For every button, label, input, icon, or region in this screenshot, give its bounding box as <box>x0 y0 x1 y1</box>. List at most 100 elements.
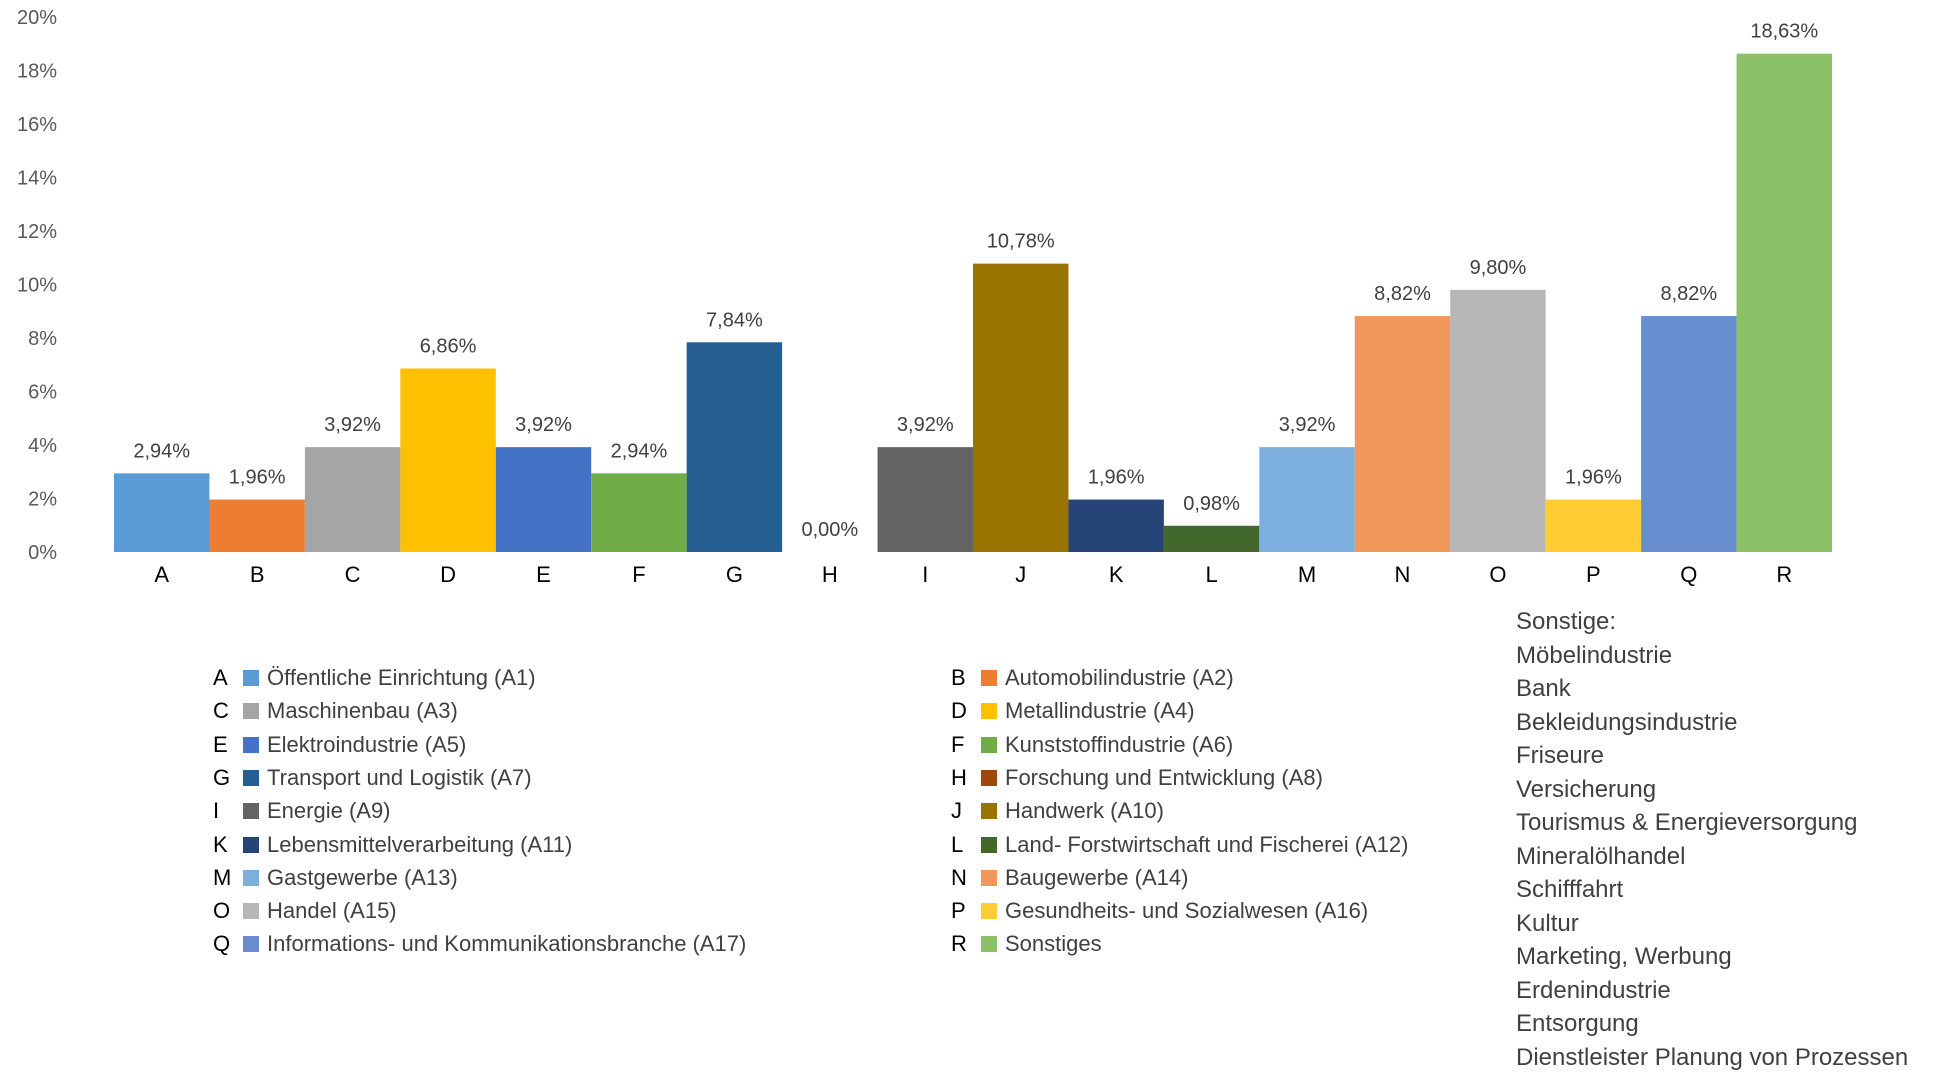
bar-e <box>496 447 591 552</box>
legend-swatch <box>981 670 997 686</box>
legend-item-m: M Gastgewerbe (A13) <box>213 864 458 892</box>
legend-swatch <box>981 870 997 886</box>
legend-label: Energie (A9) <box>267 798 391 824</box>
sonstige-item: Erdenindustrie <box>1516 974 1908 1008</box>
legend-letter: I <box>213 798 243 824</box>
legend-label: Öffentliche Einrichtung (A1) <box>267 665 536 691</box>
y-tick-label: 16% <box>17 114 57 136</box>
legend-letter: G <box>213 765 243 791</box>
x-tick-label: P <box>1586 562 1601 587</box>
sonstige-item: Marketing, Werbung <box>1516 940 1908 974</box>
x-tick-label: J <box>1015 562 1026 587</box>
legend-swatch <box>243 770 259 786</box>
data-label: 2,94% <box>611 440 668 462</box>
sonstige-item: Versicherung <box>1516 773 1908 807</box>
data-label: 2,94% <box>133 440 190 462</box>
legend-label: Lebensmittelverarbeitung (A11) <box>267 832 572 858</box>
legend-letter: K <box>213 832 243 858</box>
y-tick-label: 20% <box>17 7 57 29</box>
legend-label: Forschung und Entwicklung (A8) <box>1005 765 1323 791</box>
y-axis: 0%2%4%6%8%10%12%14%16%18%20% <box>17 7 57 564</box>
bar-i <box>878 447 973 552</box>
legend-letter: C <box>213 698 243 724</box>
y-tick-label: 0% <box>28 542 57 564</box>
legend-letter: Q <box>213 931 243 957</box>
y-tick-label: 8% <box>28 328 57 350</box>
bar-b <box>209 500 304 552</box>
legend-letter: O <box>213 898 243 924</box>
x-tick-label: C <box>345 562 361 587</box>
y-tick-label: 14% <box>17 168 57 190</box>
legend-label: Land- Forstwirtschaft und Fischerei (A12… <box>1005 832 1409 858</box>
sonstige-heading: Sonstige: <box>1516 605 1908 639</box>
x-tick-label: N <box>1395 562 1411 587</box>
data-label: 1,96% <box>1565 467 1622 489</box>
legend-letter: P <box>951 898 981 924</box>
data-label: 7,84% <box>706 309 763 331</box>
data-label: 3,92% <box>324 414 381 436</box>
bar-l <box>1164 526 1259 552</box>
data-label: 3,92% <box>515 414 572 436</box>
legend-swatch <box>243 803 259 819</box>
legend-swatch <box>243 903 259 919</box>
legend-item-a: A Öffentliche Einrichtung (A1) <box>213 664 536 692</box>
data-label: 8,82% <box>1660 283 1717 305</box>
sonstige-item: Bekleidungsindustrie <box>1516 706 1908 740</box>
legend-label: Handwerk (A10) <box>1005 798 1164 824</box>
legend-label: Gesundheits- und Sozialwesen (A16) <box>1005 898 1368 924</box>
legend-swatch <box>981 903 997 919</box>
x-tick-label: A <box>154 562 169 587</box>
legend-letter: N <box>951 865 981 891</box>
bar-m <box>1259 447 1354 552</box>
sonstige-item: Mineralölhandel <box>1516 840 1908 874</box>
legend-letter: B <box>951 665 981 691</box>
data-label: 8,82% <box>1374 283 1431 305</box>
x-tick-label: M <box>1298 562 1316 587</box>
legend-item-p: P Gesundheits- und Sozialwesen (A16) <box>951 897 1368 925</box>
bar-k <box>1068 500 1163 552</box>
legend-label: Baugewerbe (A14) <box>1005 865 1188 891</box>
bar-f <box>591 473 686 552</box>
bar-p <box>1546 500 1641 552</box>
x-tick-label: L <box>1205 562 1217 587</box>
data-label: 1,96% <box>229 467 286 489</box>
y-tick-label: 12% <box>17 221 57 243</box>
sonstige-item: Tourismus & Energieversorgung <box>1516 806 1908 840</box>
legend-letter: L <box>951 832 981 858</box>
bar-a <box>114 473 209 552</box>
bar-g <box>687 342 782 552</box>
bar-q <box>1641 316 1736 552</box>
legend-label: Gastgewerbe (A13) <box>267 865 458 891</box>
legend-item-c: C Maschinenbau (A3) <box>213 697 458 725</box>
sonstige-item: Bank <box>1516 672 1908 706</box>
legend-swatch <box>981 936 997 952</box>
legend-letter: M <box>213 865 243 891</box>
legend-label: Maschinenbau (A3) <box>267 698 458 724</box>
data-label: 0,00% <box>801 519 858 541</box>
legend-label: Elektroindustrie (A5) <box>267 732 466 758</box>
legend-item-n: N Baugewerbe (A14) <box>951 864 1188 892</box>
data-label: 1,96% <box>1088 467 1145 489</box>
x-tick-label: K <box>1109 562 1124 587</box>
sonstige-item: Möbelindustrie <box>1516 639 1908 673</box>
legend-item-k: K Lebensmittelverarbeitung (A11) <box>213 831 572 859</box>
legend-label: Transport und Logistik (A7) <box>267 765 532 791</box>
sonstige-item: Kultur <box>1516 907 1908 941</box>
legend-item-q: Q Informations- und Kommunikationsbranche… <box>213 930 746 958</box>
legend-letter: A <box>213 665 243 691</box>
legend-swatch <box>243 936 259 952</box>
y-tick-label: 18% <box>17 61 57 83</box>
legend-item-l: L Land- Forstwirtschaft und Fischerei (A1… <box>951 831 1409 859</box>
x-tick-label: E <box>536 562 551 587</box>
legend-label: Automobilindustrie (A2) <box>1005 665 1234 691</box>
legend-swatch <box>243 870 259 886</box>
legend-label: Informations- und Kommunikationsbranche … <box>267 931 746 957</box>
bar-c <box>305 447 400 552</box>
data-label: 18,63% <box>1750 21 1818 43</box>
legend-label: Metallindustrie (A4) <box>1005 698 1195 724</box>
